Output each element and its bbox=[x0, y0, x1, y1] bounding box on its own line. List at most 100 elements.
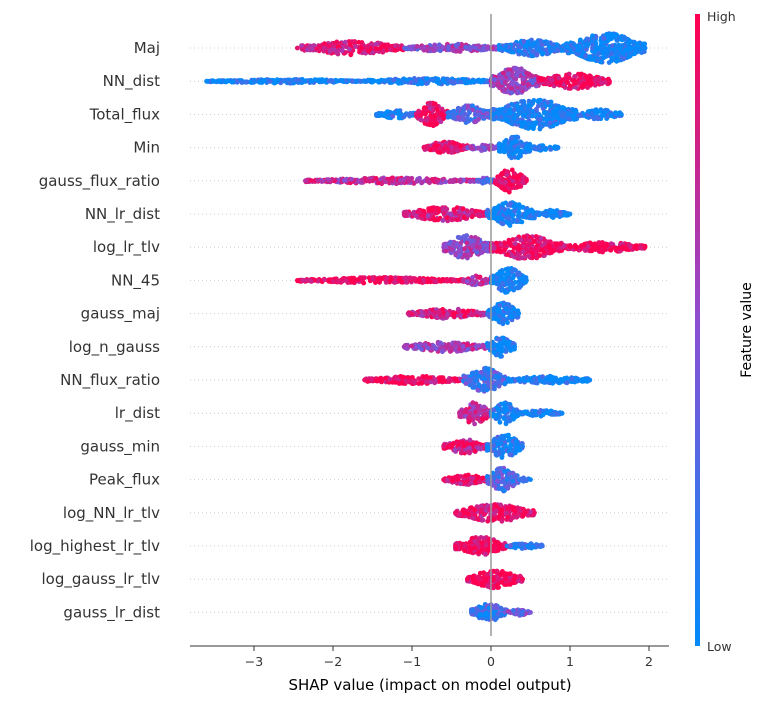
shap-point bbox=[464, 233, 470, 239]
shap-point bbox=[518, 282, 523, 288]
shap-point bbox=[449, 212, 454, 218]
shap-point bbox=[509, 148, 514, 154]
shap-point bbox=[459, 42, 465, 48]
feature-points bbox=[441, 233, 648, 261]
feature-label: NN_45 bbox=[111, 271, 160, 290]
shap-point bbox=[577, 43, 582, 49]
shap-point bbox=[359, 275, 365, 281]
shap-point bbox=[462, 246, 467, 252]
shap-point bbox=[577, 112, 583, 118]
shap-point bbox=[509, 71, 515, 77]
shap-point bbox=[491, 107, 496, 113]
shap-point bbox=[308, 178, 314, 183]
shap-point bbox=[435, 76, 441, 82]
shap-point bbox=[502, 80, 508, 85]
shap-point bbox=[500, 281, 506, 286]
shap-point bbox=[613, 50, 619, 56]
shap-point bbox=[516, 210, 521, 215]
shap-point bbox=[625, 47, 631, 52]
shap-point bbox=[392, 275, 398, 281]
shap-point bbox=[609, 36, 614, 42]
shap-point bbox=[601, 110, 606, 115]
shap-point bbox=[315, 178, 320, 183]
shap-point bbox=[520, 76, 526, 82]
shap-point bbox=[511, 107, 517, 113]
shap-point bbox=[609, 43, 615, 49]
shap-point bbox=[525, 242, 531, 247]
shap-point bbox=[475, 236, 481, 242]
shap-point bbox=[454, 217, 459, 222]
shap-point bbox=[541, 110, 547, 116]
shap-point bbox=[211, 78, 217, 84]
shap-point bbox=[526, 120, 532, 126]
shap-point bbox=[520, 81, 526, 86]
shap-point bbox=[458, 143, 464, 149]
shap-point bbox=[343, 78, 349, 83]
shap-point bbox=[441, 210, 447, 216]
shap-point bbox=[425, 213, 431, 219]
shap-point bbox=[473, 45, 479, 51]
feature-points bbox=[303, 167, 529, 195]
feature-points bbox=[295, 31, 648, 65]
shap-point bbox=[464, 254, 470, 260]
shap-point bbox=[407, 111, 413, 116]
shap-point bbox=[401, 211, 407, 217]
shap-point bbox=[363, 79, 369, 84]
shap-point bbox=[467, 179, 473, 185]
shap-point bbox=[414, 44, 420, 49]
shap-point bbox=[590, 243, 596, 249]
shap-point bbox=[429, 114, 435, 119]
shap-point bbox=[558, 210, 563, 215]
shap-point bbox=[351, 275, 357, 281]
feature-points bbox=[405, 300, 521, 327]
shap-point bbox=[580, 84, 586, 90]
shap-point bbox=[427, 100, 433, 106]
shap-point bbox=[440, 45, 446, 50]
shap-point bbox=[356, 39, 362, 45]
shap-point bbox=[327, 49, 333, 55]
shap-point bbox=[582, 248, 588, 253]
feature-row: gauss_flux_ratio bbox=[39, 167, 669, 195]
shap-point bbox=[539, 103, 545, 108]
shap-point bbox=[438, 119, 444, 125]
shap-point bbox=[608, 247, 613, 253]
shap-point bbox=[441, 244, 446, 250]
shap-point bbox=[589, 248, 595, 254]
shap-point bbox=[477, 244, 483, 250]
shap-point bbox=[540, 247, 545, 253]
shap-point bbox=[477, 275, 482, 280]
feature-row: gauss_maj bbox=[81, 300, 669, 327]
shap-point bbox=[361, 280, 367, 286]
shap-point bbox=[550, 213, 556, 219]
shap-point bbox=[455, 41, 461, 47]
shap-point bbox=[299, 43, 304, 48]
shap-point bbox=[520, 249, 526, 255]
shap-point bbox=[627, 39, 633, 44]
shap-point bbox=[456, 249, 461, 255]
shap-point bbox=[295, 45, 300, 51]
shap-point bbox=[545, 81, 551, 86]
shap-point bbox=[499, 270, 505, 275]
shap-point bbox=[468, 79, 474, 85]
shap-point bbox=[341, 178, 347, 183]
shap-point bbox=[464, 279, 470, 284]
shap-point bbox=[509, 155, 514, 161]
shap-point bbox=[506, 271, 512, 277]
shap-point bbox=[540, 50, 546, 56]
shap-point bbox=[461, 215, 467, 220]
shap-point bbox=[399, 279, 404, 285]
shap-point bbox=[522, 52, 527, 57]
shap-point bbox=[444, 278, 450, 284]
shap-point bbox=[527, 102, 533, 108]
feature-row: NN_lr_dist bbox=[85, 200, 669, 228]
shap-point bbox=[550, 108, 556, 114]
shap-point bbox=[424, 76, 429, 82]
shap-point bbox=[522, 254, 527, 260]
shap-point bbox=[303, 178, 308, 184]
shap-point bbox=[505, 103, 511, 109]
shap-point bbox=[506, 83, 511, 89]
shap-point bbox=[358, 79, 363, 84]
shap-point bbox=[500, 201, 506, 207]
shap-point bbox=[444, 206, 450, 212]
shap-point bbox=[511, 174, 517, 180]
